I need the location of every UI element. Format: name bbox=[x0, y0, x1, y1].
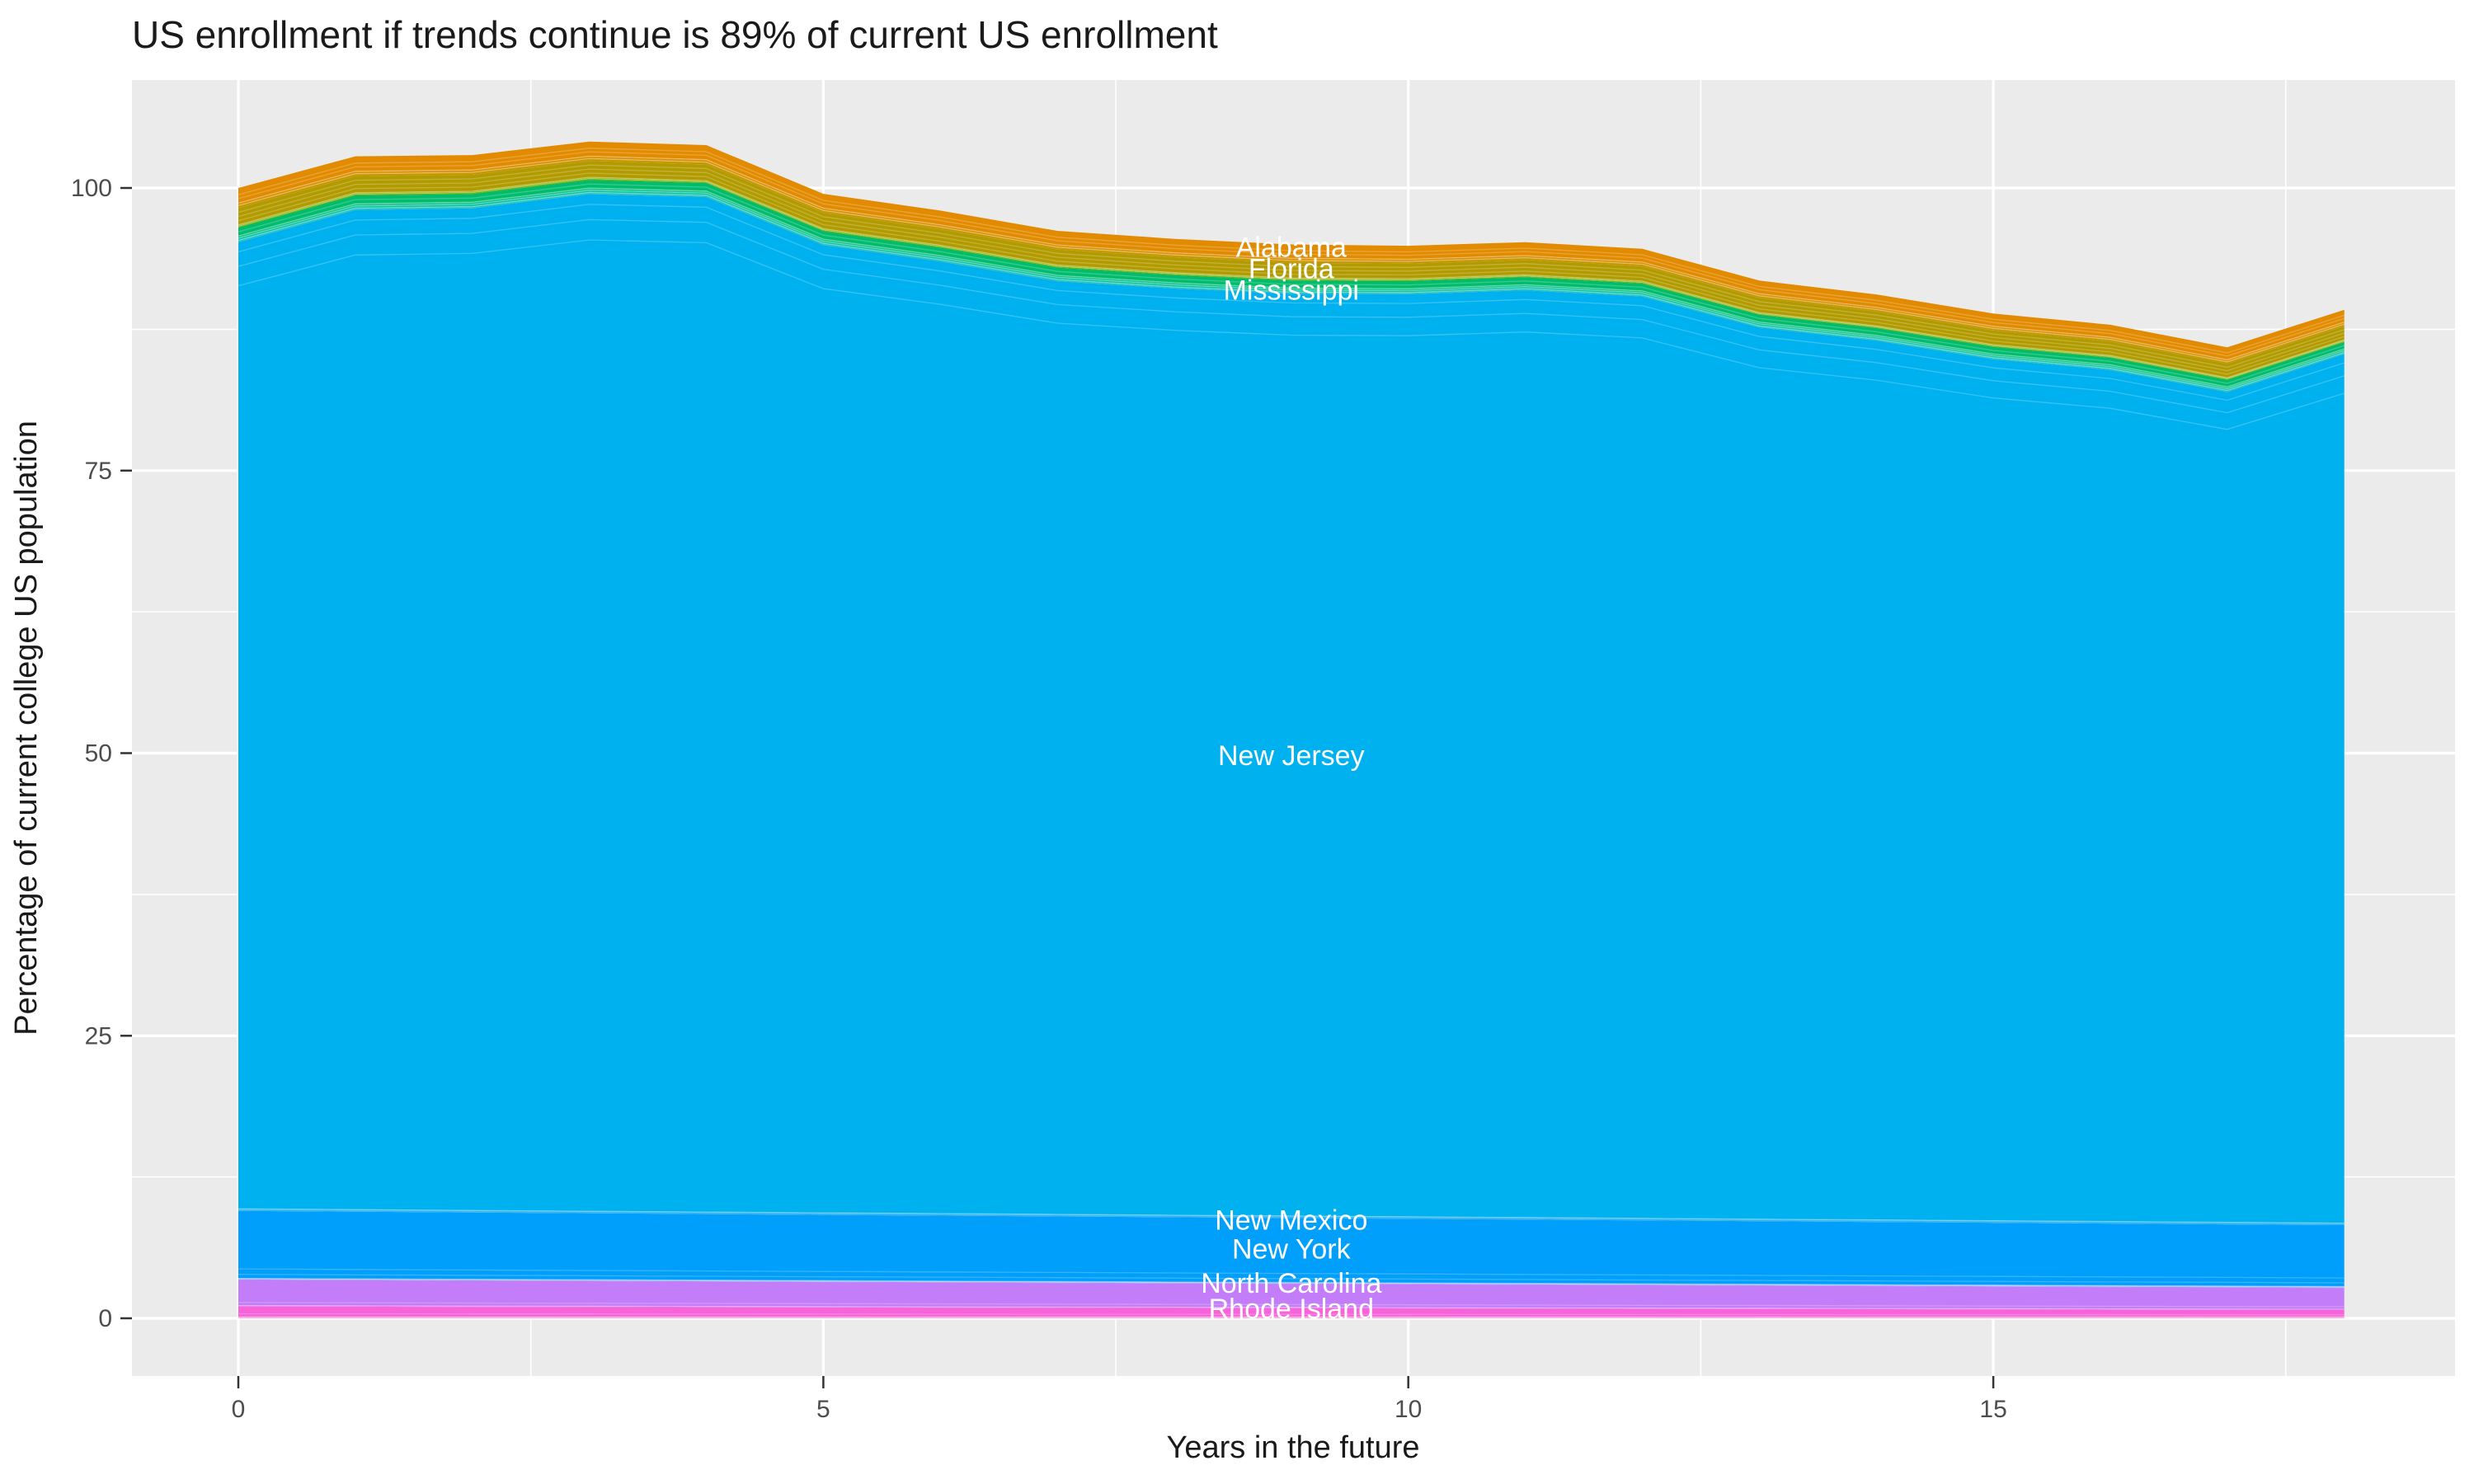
other-states-ri-nc-area bbox=[238, 1305, 2345, 1310]
other-states-teal-2-area bbox=[238, 190, 2345, 391]
other-states-or-2-edge-line bbox=[238, 155, 2345, 361]
x-tick-label: 5 bbox=[816, 1396, 830, 1423]
other-states-bottom-2-area bbox=[238, 1317, 2345, 1318]
x-axis-title: Years in the future bbox=[1166, 1430, 1419, 1465]
state-label-north-carolina: North Carolina bbox=[1201, 1268, 1381, 1299]
state-label-alabama: Alabama bbox=[1236, 232, 1347, 263]
other-states-nc-ny-2-area bbox=[238, 1278, 2345, 1288]
new-mexico-edge-line bbox=[238, 1208, 2345, 1224]
new-mexico-area bbox=[238, 1209, 2345, 1225]
other-states-yg-1-edge-line bbox=[238, 177, 2345, 380]
y-tick-label: 25 bbox=[85, 1022, 112, 1050]
alabama-area bbox=[238, 141, 2345, 360]
other-states-or-1-edge-line bbox=[238, 157, 2345, 363]
state-label-new-york: New York bbox=[1232, 1233, 1352, 1265]
state-label-new-mexico: New Mexico bbox=[1215, 1205, 1367, 1236]
other-states-yg-2-edge-line bbox=[238, 176, 2345, 378]
chart-title: US enrollment if trends continue is 89% … bbox=[132, 13, 1218, 56]
new-jersey-area bbox=[238, 194, 2345, 1223]
other-states-teal-2-edge-line bbox=[238, 190, 2345, 390]
new-jersey-hairline bbox=[238, 239, 2345, 430]
state-label-rhode-island: Rhode Island bbox=[1209, 1294, 1374, 1325]
other-states-or-1-area bbox=[238, 158, 2345, 364]
y-tick-label: 50 bbox=[85, 740, 112, 768]
florida-hairline bbox=[238, 164, 2345, 369]
florida-hairline bbox=[238, 172, 2345, 375]
new-york-hairline bbox=[238, 1274, 2345, 1284]
new-york-hairline bbox=[238, 1268, 2345, 1279]
stacked-areas bbox=[238, 141, 2345, 1318]
other-states-teal-1-area bbox=[238, 192, 2345, 392]
new-jersey-hairline bbox=[238, 218, 2345, 414]
other-states-nc-ny-1-area bbox=[238, 1279, 2345, 1289]
axis-tick-labels: 0 25 50 75 100 0 5 10 15 bbox=[71, 175, 2007, 1423]
other-states-nc-ny-2-edge-line bbox=[238, 1277, 2345, 1288]
x-tick-label: 10 bbox=[1395, 1396, 1422, 1423]
mississippi-area bbox=[238, 180, 2345, 387]
north-carolina-hairline bbox=[238, 1302, 2345, 1308]
other-states-teal-3-edge-line bbox=[238, 187, 2345, 387]
other-states-ri-nc-edge-line bbox=[238, 1304, 2345, 1310]
new-york-area bbox=[238, 1210, 2345, 1287]
other-states-nc-ny-1-edge-line bbox=[238, 1278, 2345, 1288]
mississippi-hairline bbox=[238, 183, 2345, 384]
state-label-florida: Florida bbox=[1249, 253, 1334, 284]
alabama-hairline bbox=[238, 151, 2345, 357]
x-tick-label: 0 bbox=[232, 1396, 246, 1423]
other-states-or-2-area bbox=[238, 156, 2345, 362]
florida-area bbox=[238, 161, 2345, 378]
other-states-teal-1-edge-line bbox=[238, 191, 2345, 392]
rhode-island-area bbox=[238, 1306, 2345, 1317]
other-states-teal-3-area bbox=[238, 188, 2345, 389]
north-carolina-area bbox=[238, 1280, 2345, 1309]
band-hairlines bbox=[238, 148, 2345, 1318]
x-tick-label: 15 bbox=[1979, 1396, 2006, 1423]
state-label-new-jersey: New Jersey bbox=[1218, 740, 1365, 772]
axis-tick-marks bbox=[120, 186, 1995, 1388]
rhode-island-hairline bbox=[238, 1313, 2345, 1316]
new-jersey-hairline bbox=[238, 204, 2345, 402]
y-axis-title: Percentage of current college US populat… bbox=[9, 420, 44, 1036]
alabama-hairline bbox=[238, 148, 2345, 354]
y-tick-label: 100 bbox=[71, 175, 112, 202]
y-tick-label: 0 bbox=[98, 1305, 112, 1332]
state-label-mississippi: Mississippi bbox=[1224, 275, 1359, 306]
florida-hairline bbox=[238, 168, 2345, 372]
y-tick-label: 75 bbox=[85, 458, 112, 485]
